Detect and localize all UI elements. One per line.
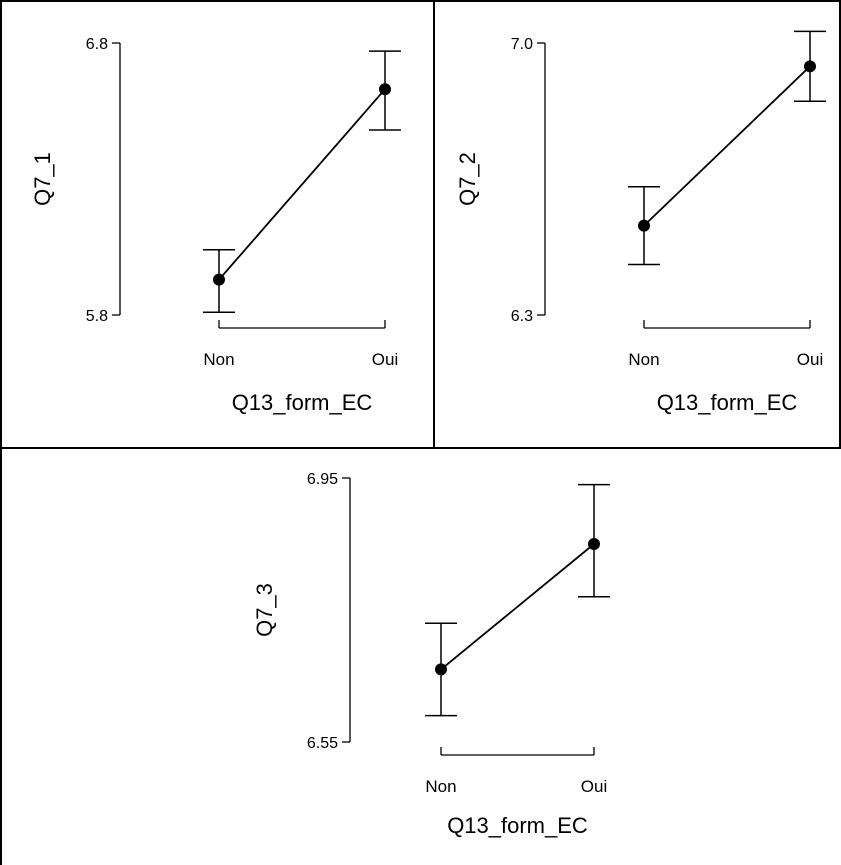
x-tick-label-oui: Oui — [581, 777, 607, 796]
y-tick-label-bottom: 6.55 — [307, 735, 338, 752]
chart-panel-q7-1: 6.8 5.8 Non Oui Q13_form_EC Q7_1 — [30, 36, 401, 415]
y-tick-label-bottom: 5.8 — [86, 308, 108, 325]
y-tick-label-bottom: 6.3 — [511, 308, 533, 325]
x-axis — [218, 320, 386, 329]
y-axis-label: Q7_2 — [455, 152, 480, 206]
y-tick-label-top: 7.0 — [511, 36, 533, 53]
series-line — [218, 88, 386, 281]
x-tick-label-non: Non — [425, 777, 456, 796]
x-tick-label-non: Non — [203, 350, 234, 369]
data-point — [588, 538, 600, 550]
data-point — [638, 219, 650, 232]
x-axis-label: Q13_form_EC — [447, 813, 588, 838]
x-tick-label-oui: Oui — [797, 350, 823, 369]
x-axis — [643, 320, 811, 329]
series-line — [440, 543, 595, 671]
x-tick-label-non: Non — [628, 350, 659, 369]
y-axis — [537, 42, 546, 316]
y-axis — [342, 477, 351, 743]
plot-area — [203, 50, 401, 314]
x-axis-label: Q13_form_EC — [657, 390, 798, 415]
data-point — [379, 83, 391, 96]
y-axis-label: Q7_1 — [30, 152, 55, 206]
y-axis — [112, 42, 121, 316]
series-line — [643, 65, 811, 227]
data-point — [435, 663, 447, 676]
x-axis — [440, 747, 595, 756]
y-axis-label: Q7_3 — [252, 583, 277, 637]
x-axis-label: Q13_form_EC — [232, 390, 373, 415]
plot-area — [628, 30, 826, 266]
data-point — [804, 60, 816, 73]
chart-panel-q7-3: 6.95 6.55 Non Oui Q13_form_EC Q7_3 — [252, 471, 610, 838]
y-tick-label-top: 6.8 — [86, 36, 108, 53]
data-point — [213, 273, 225, 286]
chart-panel-q7-2: 7.0 6.3 Non Oui Q13_form_EC Q7_2 — [455, 30, 826, 415]
y-tick-label-top: 6.95 — [307, 471, 338, 488]
plot-area — [425, 483, 610, 717]
x-tick-label-oui: Oui — [372, 350, 398, 369]
